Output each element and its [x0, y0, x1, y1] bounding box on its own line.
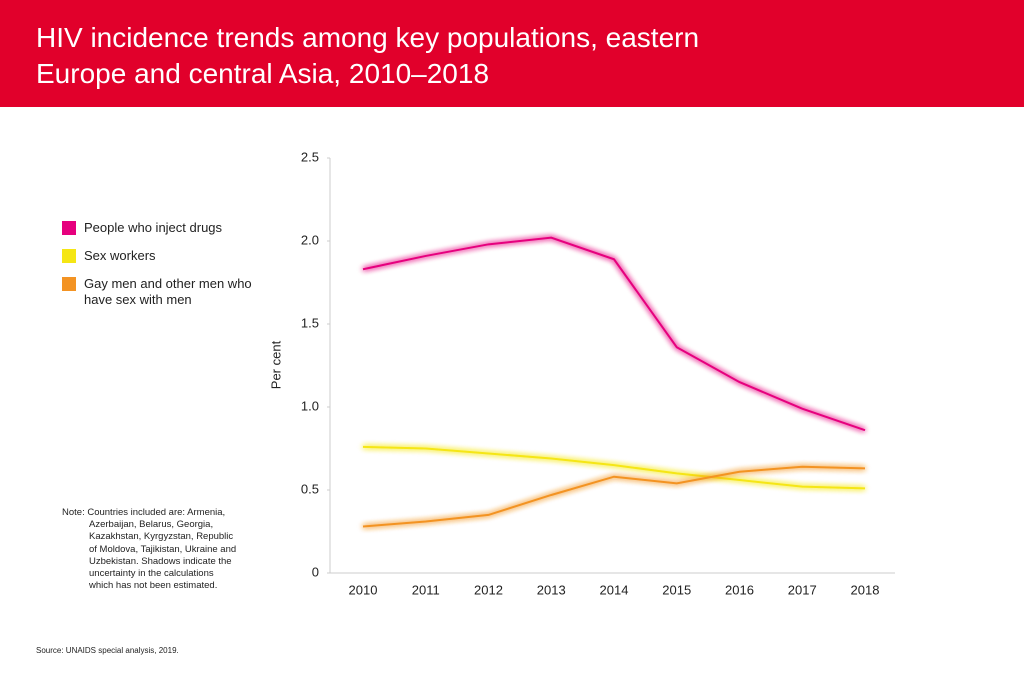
legend-item: Gay men and other men who have sex with … [62, 276, 252, 308]
x-tick-label: 2016 [725, 582, 754, 597]
x-tick-label: 2011 [412, 582, 440, 597]
y-axis-label: Per cent [268, 340, 283, 389]
y-tick-label: 1.5 [301, 315, 319, 330]
x-tick-label: 2013 [537, 582, 566, 597]
source: Source: UNAIDS special analysis, 2019. [36, 646, 179, 655]
y-tick-label: 0 [312, 564, 319, 579]
legend-label: Gay men and other men who have sex with … [84, 276, 252, 307]
x-tick-label: 2015 [662, 582, 691, 597]
x-tick-label: 2014 [600, 582, 629, 597]
legend-item: People who inject drugs [62, 220, 252, 236]
series-line [362, 465, 866, 528]
legend-label: People who inject drugs [84, 220, 223, 235]
legend: People who inject drugs Sex workers Gay me… [62, 220, 252, 320]
y-tick-label: 2.5 [301, 149, 319, 164]
x-tick-label: 2010 [349, 582, 378, 597]
legend-swatch [62, 277, 76, 291]
legend-item: Sex workers [62, 248, 252, 264]
x-tick-label: 2017 [788, 582, 817, 597]
legend-swatch [62, 221, 76, 235]
y-tick-label: 0.5 [301, 481, 319, 496]
chart-title: HIV incidence trends among key populatio… [36, 22, 700, 89]
x-tick-label: 2018 [851, 582, 880, 597]
note: Note: Countries included are: Armenia, A… [62, 507, 237, 592]
series-line [362, 445, 866, 490]
y-tick-label: 1.0 [301, 398, 319, 413]
legend-swatch [62, 249, 76, 263]
legend-label: Sex workers [84, 248, 156, 263]
header-band: HIV incidence trends among key populatio… [0, 0, 1024, 107]
y-tick-label: 2.0 [301, 232, 319, 247]
x-tick-label: 2012 [474, 582, 503, 597]
series-line [362, 236, 866, 432]
